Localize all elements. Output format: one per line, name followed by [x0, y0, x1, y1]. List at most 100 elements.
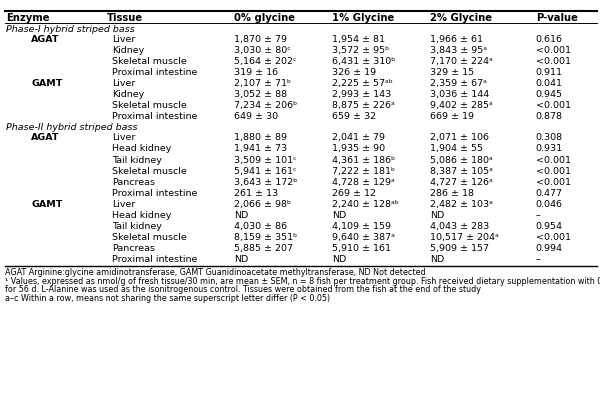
- Text: 2,993 ± 143: 2,993 ± 143: [332, 90, 391, 99]
- Text: 9,402 ± 285ᵃ: 9,402 ± 285ᵃ: [430, 101, 493, 110]
- Text: Kidney: Kidney: [112, 46, 145, 55]
- Text: AGAT Arginine:glycine amidinotransferase, GAMT Guanidinoacetate methyltransferas: AGAT Arginine:glycine amidinotransferase…: [5, 268, 425, 277]
- Text: Head kidney: Head kidney: [112, 211, 172, 220]
- Text: a–c Within a row, means not sharing the same superscript letter differ (P < 0.05: a–c Within a row, means not sharing the …: [5, 294, 330, 303]
- Text: 2,041 ± 79: 2,041 ± 79: [332, 133, 385, 143]
- Text: 4,030 ± 86: 4,030 ± 86: [234, 222, 287, 231]
- Text: 7,170 ± 224ᵃ: 7,170 ± 224ᵃ: [430, 57, 493, 66]
- Text: for 56 d. L-Alanine was used as the isonitrogenous control. Tissues were obtaine: for 56 d. L-Alanine was used as the ison…: [5, 285, 481, 294]
- Text: 8,387 ± 105ᵃ: 8,387 ± 105ᵃ: [430, 166, 493, 176]
- Text: 0.931: 0.931: [536, 145, 563, 153]
- Text: 4,109 ± 159: 4,109 ± 159: [332, 222, 391, 231]
- Text: 9,640 ± 387ᵃ: 9,640 ± 387ᵃ: [332, 233, 395, 242]
- Text: 4,728 ± 129ᵃ: 4,728 ± 129ᵃ: [332, 178, 395, 187]
- Text: 7,222 ± 181ᵇ: 7,222 ± 181ᵇ: [332, 166, 395, 176]
- Text: <0.001: <0.001: [536, 46, 571, 55]
- Text: 1,966 ± 61: 1,966 ± 61: [430, 35, 483, 44]
- Text: 2,359 ± 67ᵃ: 2,359 ± 67ᵃ: [430, 79, 487, 88]
- Text: 2,225 ± 57ᵃᵇ: 2,225 ± 57ᵃᵇ: [332, 79, 392, 88]
- Text: 269 ± 12: 269 ± 12: [332, 189, 376, 198]
- Text: 0.046: 0.046: [536, 200, 563, 208]
- Text: 0% glycine: 0% glycine: [234, 13, 295, 23]
- Text: 10,517 ± 204ᵃ: 10,517 ± 204ᵃ: [430, 233, 499, 242]
- Text: Proximal intestine: Proximal intestine: [112, 68, 197, 77]
- Text: ND: ND: [332, 255, 346, 264]
- Text: 326 ± 19: 326 ± 19: [332, 68, 376, 77]
- Text: 2% Glycine: 2% Glycine: [430, 13, 492, 23]
- Text: 4,361 ± 186ᵇ: 4,361 ± 186ᵇ: [332, 155, 395, 164]
- Text: AGAT: AGAT: [31, 35, 60, 44]
- Text: Enzyme: Enzyme: [6, 13, 49, 23]
- Text: 2,107 ± 71ᵇ: 2,107 ± 71ᵇ: [234, 79, 291, 88]
- Text: AGAT: AGAT: [31, 133, 60, 143]
- Text: –: –: [536, 255, 541, 264]
- Text: ND: ND: [430, 211, 445, 220]
- Text: 3,052 ± 88: 3,052 ± 88: [234, 90, 287, 99]
- Text: GAMT: GAMT: [31, 79, 62, 88]
- Text: 0.616: 0.616: [536, 35, 563, 44]
- Text: ¹ Values, expressed as nmol/g of fresh tissue/30 min, are mean ± SEM, n = 8 fish: ¹ Values, expressed as nmol/g of fresh t…: [5, 276, 600, 286]
- Text: Skeletal muscle: Skeletal muscle: [112, 57, 187, 66]
- Text: <0.001: <0.001: [536, 178, 571, 187]
- Text: Liver: Liver: [112, 200, 136, 208]
- Text: <0.001: <0.001: [536, 233, 571, 242]
- Text: 3,036 ± 144: 3,036 ± 144: [430, 90, 490, 99]
- Text: –: –: [536, 211, 541, 220]
- Text: ND: ND: [430, 255, 445, 264]
- Text: Proximal intestine: Proximal intestine: [112, 255, 197, 264]
- Text: 4,043 ± 283: 4,043 ± 283: [430, 222, 490, 231]
- Text: 4,727 ± 126ᵃ: 4,727 ± 126ᵃ: [430, 178, 493, 187]
- Text: ND: ND: [234, 211, 248, 220]
- Text: 2,240 ± 128ᵃᵇ: 2,240 ± 128ᵃᵇ: [332, 200, 398, 208]
- Text: 1% Glycine: 1% Glycine: [332, 13, 394, 23]
- Text: 3,572 ± 95ᵇ: 3,572 ± 95ᵇ: [332, 46, 389, 55]
- Text: Skeletal muscle: Skeletal muscle: [112, 101, 187, 110]
- Text: 1,954 ± 81: 1,954 ± 81: [332, 35, 385, 44]
- Text: Skeletal muscle: Skeletal muscle: [112, 166, 187, 176]
- Text: 286 ± 18: 286 ± 18: [430, 189, 474, 198]
- Text: P-value: P-value: [536, 13, 578, 23]
- Text: <0.001: <0.001: [536, 57, 571, 66]
- Text: 0.945: 0.945: [536, 90, 563, 99]
- Text: 1,935 ± 90: 1,935 ± 90: [332, 145, 385, 153]
- Text: 5,885 ± 207: 5,885 ± 207: [234, 244, 293, 253]
- Text: 1,904 ± 55: 1,904 ± 55: [430, 145, 483, 153]
- Text: 3,843 ± 95ᵃ: 3,843 ± 95ᵃ: [430, 46, 487, 55]
- Text: <0.001: <0.001: [536, 101, 571, 110]
- Text: 5,086 ± 180ᵃ: 5,086 ± 180ᵃ: [430, 155, 493, 164]
- Text: 1,880 ± 89: 1,880 ± 89: [234, 133, 287, 143]
- Text: Tail kidney: Tail kidney: [112, 155, 162, 164]
- Text: 329 ± 15: 329 ± 15: [430, 68, 475, 77]
- Text: 5,910 ± 161: 5,910 ± 161: [332, 244, 391, 253]
- Text: 2,482 ± 103ᵃ: 2,482 ± 103ᵃ: [430, 200, 493, 208]
- Text: 649 ± 30: 649 ± 30: [234, 112, 278, 121]
- Text: Pancreas: Pancreas: [112, 244, 155, 253]
- Text: Skeletal muscle: Skeletal muscle: [112, 233, 187, 242]
- Text: Proximal intestine: Proximal intestine: [112, 189, 197, 198]
- Text: 669 ± 19: 669 ± 19: [430, 112, 474, 121]
- Text: 659 ± 32: 659 ± 32: [332, 112, 376, 121]
- Text: 5,941 ± 161ᶜ: 5,941 ± 161ᶜ: [234, 166, 296, 176]
- Text: Head kidney: Head kidney: [112, 145, 172, 153]
- Text: Pancreas: Pancreas: [112, 178, 155, 187]
- Text: Kidney: Kidney: [112, 90, 145, 99]
- Text: Phase-II hybrid striped bass: Phase-II hybrid striped bass: [6, 123, 137, 132]
- Text: 3,509 ± 101ᶜ: 3,509 ± 101ᶜ: [234, 155, 297, 164]
- Text: <0.001: <0.001: [536, 166, 571, 176]
- Text: ND: ND: [332, 211, 346, 220]
- Text: <0.001: <0.001: [536, 155, 571, 164]
- Text: 8,159 ± 351ᵇ: 8,159 ± 351ᵇ: [234, 233, 297, 242]
- Text: 5,909 ± 157: 5,909 ± 157: [430, 244, 489, 253]
- Text: GAMT: GAMT: [31, 200, 62, 208]
- Text: 5,164 ± 202ᶜ: 5,164 ± 202ᶜ: [234, 57, 296, 66]
- Text: 3,643 ± 172ᵇ: 3,643 ± 172ᵇ: [234, 178, 297, 187]
- Text: 0.994: 0.994: [536, 244, 563, 253]
- Text: 319 ± 16: 319 ± 16: [234, 68, 278, 77]
- Text: 0.911: 0.911: [536, 68, 563, 77]
- Text: 1,870 ± 79: 1,870 ± 79: [234, 35, 287, 44]
- Text: 0.477: 0.477: [536, 189, 563, 198]
- Text: 3,030 ± 80ᶜ: 3,030 ± 80ᶜ: [234, 46, 291, 55]
- Text: Liver: Liver: [112, 133, 136, 143]
- Text: 0.308: 0.308: [536, 133, 563, 143]
- Text: Tail kidney: Tail kidney: [112, 222, 162, 231]
